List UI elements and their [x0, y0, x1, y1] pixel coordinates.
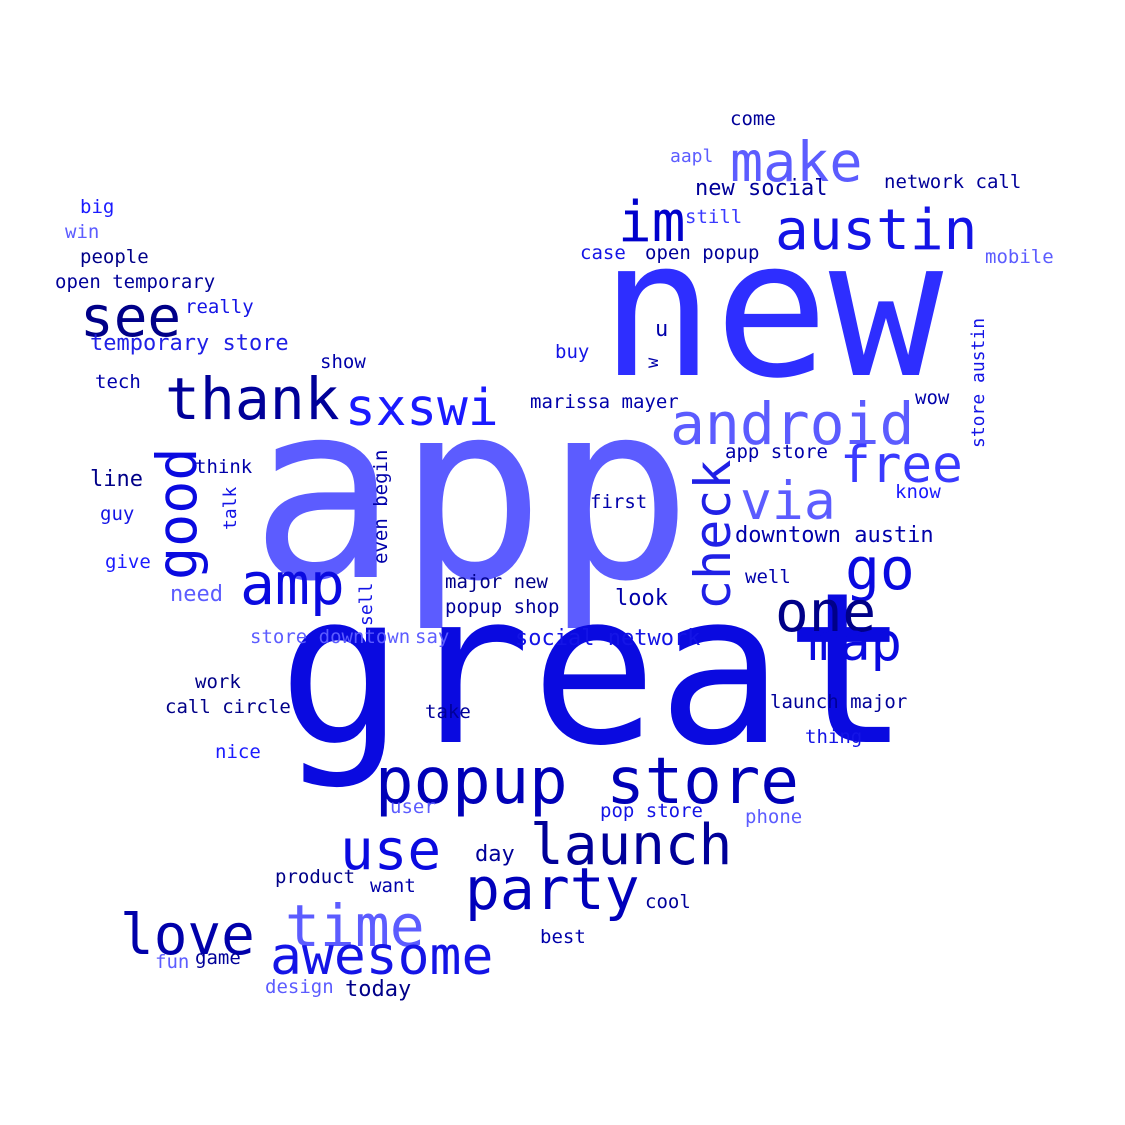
- word-amp: amp: [240, 550, 345, 618]
- word-store-austin: store austin: [968, 317, 989, 448]
- word-win: win: [65, 221, 100, 243]
- word-work: work: [195, 671, 241, 693]
- word-check: check: [684, 459, 742, 610]
- word-today: today: [345, 977, 412, 1002]
- word-first: first: [590, 491, 648, 513]
- word-android: android: [670, 390, 915, 458]
- word-w: w: [643, 357, 663, 368]
- word-u: u: [655, 317, 669, 342]
- word-product: product: [275, 866, 356, 888]
- word-design: design: [265, 976, 334, 998]
- word-im: im: [618, 190, 686, 255]
- word-love: love: [120, 903, 255, 968]
- word-guy: guy: [100, 503, 135, 525]
- word-go: go: [845, 535, 915, 603]
- word-via: via: [740, 471, 836, 532]
- word-one: one: [775, 580, 877, 645]
- word-network-call: network call: [884, 171, 1022, 193]
- word-free: free: [840, 436, 963, 495]
- word-see: see: [80, 285, 182, 350]
- word-think: think: [195, 456, 253, 478]
- word-thing: thing: [805, 726, 863, 748]
- word-popup-store: popup store: [375, 745, 799, 819]
- word-buy: buy: [555, 341, 590, 363]
- word-give: give: [105, 551, 151, 573]
- word-tech: tech: [95, 371, 141, 393]
- word-temporary-store: temporary store: [90, 331, 289, 356]
- word-thank: thank: [165, 365, 340, 433]
- word-say: say: [415, 626, 450, 648]
- word-talk: talk: [220, 486, 241, 530]
- word-user: user: [390, 796, 436, 818]
- word-party: party: [465, 855, 640, 923]
- word-game: game: [195, 947, 241, 969]
- word-big: big: [80, 196, 115, 218]
- word-new: new: [600, 199, 944, 420]
- word-cool: cool: [645, 891, 691, 913]
- word-sell: sell: [356, 582, 377, 626]
- word-pop-store: pop store: [600, 800, 703, 822]
- word-show: show: [320, 351, 366, 373]
- word-app-store: app store: [725, 441, 828, 463]
- word-map: map: [808, 613, 902, 673]
- word-come: come: [730, 108, 776, 130]
- word-downtown-austin: downtown austin: [735, 523, 934, 548]
- word-awesome: awesome: [270, 926, 494, 987]
- word-launch-major: launch major: [770, 691, 908, 713]
- word-know: know: [895, 481, 941, 503]
- word-nice: nice: [215, 741, 261, 763]
- word-make: make: [730, 130, 863, 194]
- word-day: day: [475, 842, 515, 867]
- word-look: look: [615, 586, 668, 611]
- word-wow: wow: [915, 387, 950, 409]
- word-aapl: aapl: [670, 146, 714, 167]
- word-mobile: mobile: [985, 246, 1054, 268]
- word-really: really: [185, 296, 254, 318]
- word-popup-shop: popup shop: [445, 596, 560, 618]
- word-best: best: [540, 926, 586, 948]
- word-marissa-mayer: marissa mayer: [530, 391, 679, 413]
- word-people: people: [80, 246, 149, 268]
- word-want: want: [370, 875, 416, 897]
- word-social-network: social network: [515, 626, 701, 651]
- word-use: use: [340, 818, 442, 883]
- word-well: well: [745, 566, 791, 588]
- word-store-downtown: store downtown: [250, 626, 411, 648]
- word-still: still: [685, 206, 743, 228]
- word-app: app: [250, 350, 693, 635]
- word-case: case: [580, 242, 626, 264]
- word-major-new: major new: [445, 571, 548, 593]
- word-phone: phone: [745, 806, 803, 828]
- word-even-begin: even begin: [370, 449, 392, 564]
- word-open-temporary: open temporary: [55, 271, 216, 293]
- word-open-popup: open popup: [645, 242, 760, 264]
- word-fun: fun: [155, 951, 190, 973]
- word-launch: launch: [530, 813, 733, 878]
- word-austin: austin: [775, 198, 978, 263]
- word-line: line: [90, 467, 143, 492]
- word-time: time: [285, 892, 425, 960]
- word-need: need: [170, 582, 223, 607]
- word-call-circle: call circle: [165, 696, 291, 718]
- word-take: take: [425, 701, 471, 723]
- word-sxswi: sxswi: [345, 379, 499, 438]
- word-new-social: new social: [695, 176, 828, 201]
- word-great: great: [278, 547, 911, 792]
